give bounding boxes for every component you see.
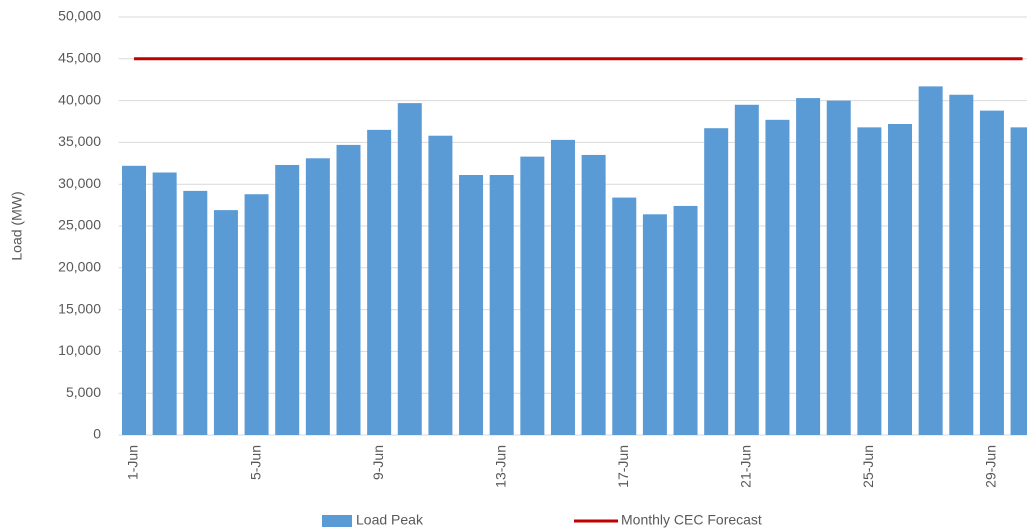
bar [305, 158, 330, 435]
x-tick-label: 1-Jun [125, 445, 141, 480]
y-tick-label: 0 [93, 426, 101, 442]
bar [857, 127, 882, 436]
bar [428, 135, 453, 435]
bar [612, 197, 637, 435]
bar [213, 210, 238, 435]
bar [183, 190, 208, 435]
y-tick-label: 40,000 [58, 91, 101, 107]
x-tick-label: 29-Jun [983, 445, 999, 488]
y-tick-label: 30,000 [58, 175, 101, 191]
legend-label: Load Peak [356, 512, 424, 528]
bar [244, 194, 269, 435]
y-tick-label: 50,000 [58, 8, 101, 24]
y-tick-label: 10,000 [58, 342, 101, 358]
bar [796, 98, 821, 435]
y-tick-label: 15,000 [58, 300, 101, 316]
bar [152, 172, 177, 435]
bar [765, 119, 790, 435]
x-tick-label: 25-Jun [860, 445, 876, 488]
bar [888, 124, 913, 436]
bar [122, 165, 147, 436]
y-tick-label: 20,000 [58, 259, 101, 275]
bar [949, 94, 974, 436]
bar [550, 139, 575, 435]
bar [397, 103, 422, 435]
bar [581, 154, 606, 435]
y-tick-label: 25,000 [58, 217, 101, 233]
bar [336, 144, 361, 435]
bar [704, 128, 729, 436]
x-tick-label: 21-Jun [738, 445, 754, 488]
bar [489, 175, 514, 435]
bar [367, 129, 392, 436]
y-axis-title: Load (MW) [9, 191, 25, 260]
bar [918, 86, 943, 435]
legend-label: Monthly CEC Forecast [621, 512, 762, 528]
bar [520, 156, 545, 435]
x-tick-label: 5-Jun [247, 445, 263, 480]
bar [734, 104, 759, 435]
legend-swatch [322, 515, 352, 527]
bar [275, 164, 300, 436]
x-tick-label: 17-Jun [615, 445, 631, 488]
bar [642, 214, 667, 435]
x-tick-label: 9-Jun [370, 445, 386, 480]
bar [979, 110, 1004, 435]
bar [1010, 127, 1027, 436]
y-tick-label: 35,000 [58, 133, 101, 149]
bar [459, 175, 484, 435]
y-tick-label: 45,000 [58, 50, 101, 66]
bar [826, 100, 851, 435]
y-tick-label: 5,000 [66, 384, 101, 400]
x-tick-label: 13-Jun [492, 445, 508, 488]
bar [673, 205, 698, 435]
